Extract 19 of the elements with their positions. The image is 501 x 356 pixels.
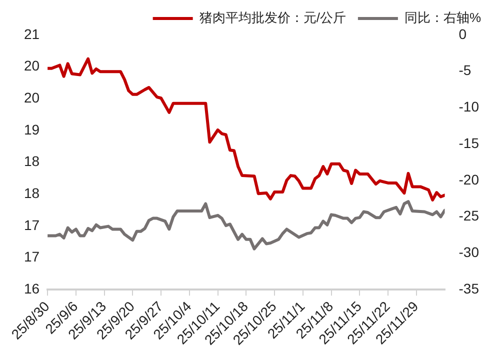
y-tick-label: 19 [24, 121, 40, 138]
y-tick-label: 20 [24, 58, 40, 74]
y2-tick-label: 0 [458, 26, 467, 42]
y2-tick-label: -30 [458, 244, 480, 260]
y-tick-label: 21 [24, 26, 40, 42]
y-tick-label: 16 [24, 280, 40, 296]
legend-label: 同比：右轴% [404, 10, 482, 26]
y2-tick-label: -5 [458, 62, 472, 78]
y-tick-label: 20 [24, 90, 40, 106]
y2-tick-label: -10 [458, 98, 480, 115]
y-tick-label: 18 [24, 153, 40, 170]
legend-label: 猪肉平均批发价：元/公斤 [199, 10, 346, 26]
y2-tick-label: -15 [458, 134, 480, 151]
y-tick-label: 17 [24, 248, 40, 265]
y-tick-label: 18 [24, 184, 40, 201]
y-tick-label: 17 [24, 216, 40, 233]
y2-tick-label: -25 [458, 208, 480, 224]
y2-tick-label: -20 [458, 171, 480, 188]
y2-tick-label: -35 [458, 280, 480, 296]
